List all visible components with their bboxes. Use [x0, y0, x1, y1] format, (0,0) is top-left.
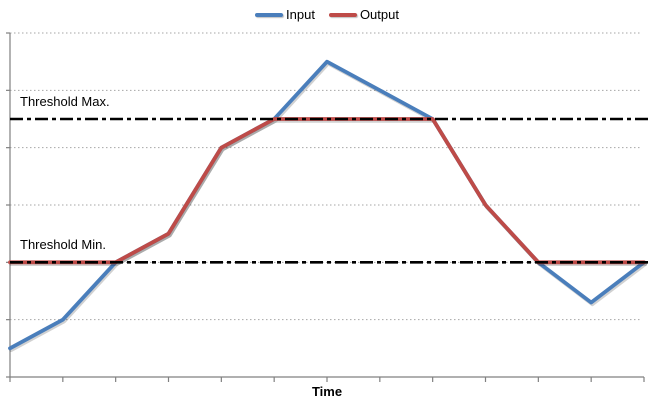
output-line-shadow: [9, 118, 648, 267]
legend-label-input: Input: [286, 7, 315, 22]
threshold-min-label: Threshold Min.: [20, 237, 106, 253]
chart-legend: Input Output: [10, 7, 644, 22]
output-line-swatch-icon: [328, 12, 357, 17]
input-line-swatch-icon: [255, 12, 284, 17]
x-axis-title: Time: [311, 384, 343, 399]
legend-item-input[interactable]: Input: [255, 7, 315, 22]
threshold-max-label: Threshold Max.: [20, 94, 110, 109]
legend-item-output[interactable]: Output: [328, 7, 399, 22]
legend-label-output: Output: [359, 7, 399, 22]
